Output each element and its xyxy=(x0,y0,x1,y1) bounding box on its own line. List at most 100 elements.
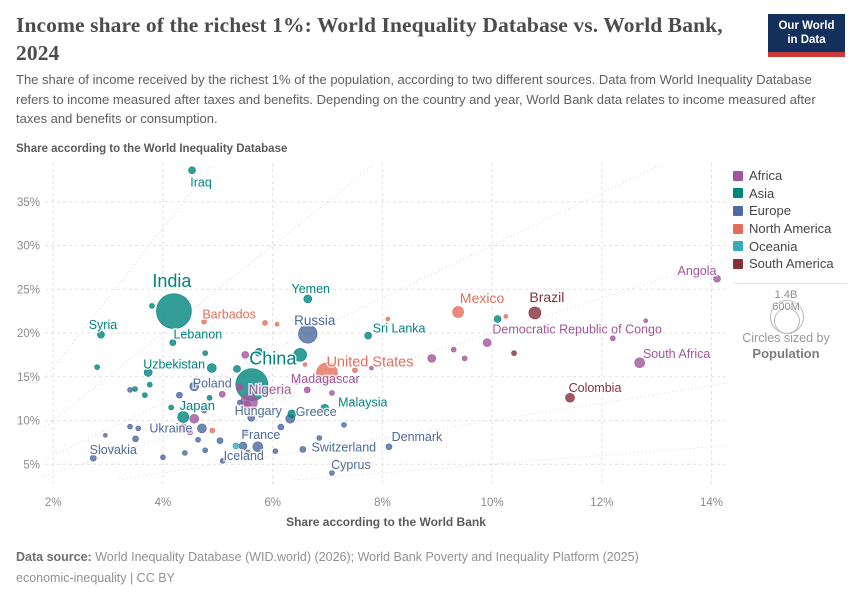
scatter-point-unlabeled[interactable] xyxy=(274,321,280,327)
scatter-point-unlabeled[interactable] xyxy=(349,398,356,405)
country-label-brazil: Brazil xyxy=(529,289,564,305)
country-label-iraq: Iraq xyxy=(190,175,212,189)
scatter-point-united-states[interactable]: United States xyxy=(316,362,338,385)
scatter-point-denmark[interactable]: Denmark xyxy=(385,443,393,451)
scatter-point-unlabeled[interactable] xyxy=(135,425,142,432)
legend-item-north-america[interactable]: North America xyxy=(733,220,848,238)
scatter-point-unlabeled[interactable] xyxy=(262,320,268,326)
scatter-point-unlabeled[interactable] xyxy=(178,423,188,433)
scatter-point-yemen[interactable]: Yemen xyxy=(303,294,313,304)
scatter-point-unlabeled[interactable] xyxy=(132,435,139,443)
scatter-point-unlabeled[interactable] xyxy=(218,390,226,398)
scatter-point-unlabeled[interactable] xyxy=(103,433,108,438)
scatter-point-india[interactable]: India xyxy=(156,293,192,329)
scatter-point-unlabeled[interactable] xyxy=(202,350,208,356)
scatter-point-unlabeled[interactable] xyxy=(94,364,100,370)
scatter-point-unlabeled[interactable] xyxy=(200,406,208,414)
footer-license-line[interactable]: economic-inequality | CC BY xyxy=(16,570,175,585)
scatter-point-iraq[interactable]: Iraq xyxy=(188,166,196,175)
scatter-point-iceland[interactable]: Iceland xyxy=(219,457,226,464)
scatter-point-sri-lanka[interactable]: Sri Lanka xyxy=(364,331,372,340)
scatter-point-france[interactable]: France xyxy=(252,441,264,453)
scatter-point-unlabeled[interactable] xyxy=(385,316,391,322)
scatter-point-unlabeled[interactable] xyxy=(242,429,249,435)
scatter-point-syria[interactable]: Syria xyxy=(97,330,105,339)
legend-item-asia[interactable]: Asia xyxy=(733,185,848,203)
scatter-point-unlabeled[interactable] xyxy=(206,363,217,373)
scatter-point-unlabeled[interactable] xyxy=(316,435,323,441)
scatter-point-barbados[interactable]: Barbados xyxy=(201,318,207,325)
scatter-point-unlabeled[interactable] xyxy=(609,335,616,342)
scatter-point-unlabeled[interactable] xyxy=(146,381,153,388)
scatter-point-unlabeled[interactable] xyxy=(352,377,358,384)
scatter-point-cyprus[interactable]: Cyprus xyxy=(329,470,335,476)
scatter-point-unlabeled[interactable] xyxy=(293,348,307,362)
scatter-point-unlabeled[interactable] xyxy=(243,400,251,409)
scatter-point-unlabeled[interactable] xyxy=(241,351,250,359)
scatter-point-malaysia[interactable]: Malaysia xyxy=(320,403,330,413)
scatter-point-unlabeled[interactable] xyxy=(182,450,188,456)
scatter-point-unlabeled[interactable] xyxy=(189,413,200,424)
scatter-point-unlabeled[interactable] xyxy=(235,383,244,392)
owid-logo[interactable]: Our World in Data xyxy=(768,14,845,57)
scatter-point-hungary[interactable]: Hungary xyxy=(247,414,256,422)
scatter-point-unlabeled[interactable] xyxy=(260,387,270,396)
legend-item-africa[interactable]: Africa xyxy=(733,167,848,185)
scatter-point-russia[interactable]: Russia xyxy=(298,324,318,344)
scatter-point-unlabeled[interactable] xyxy=(450,346,457,353)
scatter-point-unlabeled[interactable] xyxy=(232,442,240,450)
scatter-point-unlabeled[interactable] xyxy=(132,386,138,392)
scatter-point-unlabeled[interactable] xyxy=(503,314,509,319)
scatter-point-mexico[interactable]: Mexico xyxy=(452,306,464,318)
scatter-point-unlabeled[interactable] xyxy=(277,423,285,431)
scatter-point-unlabeled[interactable] xyxy=(233,365,241,373)
scatter-point-unlabeled[interactable] xyxy=(216,437,224,444)
scatter-point-unlabeled[interactable] xyxy=(302,362,308,367)
scatter-point-switzerland[interactable]: Switzerland xyxy=(299,446,307,453)
scatter-point-democratic-republic-of-congo[interactable]: Democratic Republic of Congo xyxy=(482,338,492,347)
scatter-point-lebanon[interactable]: Lebanon xyxy=(169,339,177,346)
scatter-point-unlabeled[interactable] xyxy=(254,347,264,357)
scatter-point-unlabeled[interactable] xyxy=(341,422,347,428)
scatter-point-unlabeled[interactable] xyxy=(493,315,502,323)
scatter-point-madagascar[interactable]: Madagascar xyxy=(303,386,311,394)
scatter-point-poland[interactable]: Poland xyxy=(189,381,200,392)
scatter-point-unlabeled[interactable] xyxy=(643,318,649,324)
scatter-point-unlabeled[interactable] xyxy=(245,449,251,456)
scatter-point-unlabeled[interactable] xyxy=(176,391,183,399)
scatter-point-unlabeled[interactable] xyxy=(195,436,201,443)
scatter-point-unlabeled[interactable] xyxy=(127,387,133,393)
scatter-point-unlabeled[interactable] xyxy=(186,428,194,436)
scatter-point-unlabeled[interactable] xyxy=(110,445,117,452)
scatter-point-japan[interactable]: Japan xyxy=(177,411,190,423)
scatter-point-unlabeled[interactable] xyxy=(160,454,166,461)
legend-swatch xyxy=(733,170,743,181)
scatter-point-unlabeled[interactable] xyxy=(352,367,358,373)
scatter-point-unlabeled[interactable] xyxy=(202,447,208,454)
scatter-point-unlabeled[interactable] xyxy=(427,354,437,363)
scatter-point-angola[interactable]: Angola xyxy=(713,274,721,283)
scatter-point-brazil[interactable]: Brazil xyxy=(528,306,542,320)
scatter-point-south-africa[interactable]: South Africa xyxy=(634,357,645,369)
scatter-point-unlabeled[interactable] xyxy=(127,423,133,430)
scatter-point-unlabeled[interactable] xyxy=(329,390,335,396)
scatter-point-unlabeled[interactable] xyxy=(149,303,155,309)
scatter-point-ukraine[interactable]: Ukraine xyxy=(197,423,207,434)
scatter-point-unlabeled[interactable] xyxy=(294,379,300,385)
scatter-point-unlabeled[interactable] xyxy=(369,365,374,371)
scatter-point-unlabeled[interactable] xyxy=(209,427,216,434)
scatter-point-uzbekistan[interactable]: Uzbekistan xyxy=(143,368,153,377)
scatter-point-unlabeled[interactable] xyxy=(142,392,148,398)
scatter-point-unlabeled[interactable] xyxy=(511,350,517,356)
scatter-point-unlabeled[interactable] xyxy=(461,355,468,362)
legend-item-south-america[interactable]: South America xyxy=(733,255,848,273)
scatter-point-unlabeled[interactable] xyxy=(272,448,279,454)
scatter-point-slovakia[interactable]: Slovakia xyxy=(89,454,97,462)
legend-item-europe[interactable]: Europe xyxy=(733,202,848,220)
scatter-point-colombia[interactable]: Colombia xyxy=(565,392,575,403)
legend-item-oceania[interactable]: Oceania xyxy=(733,237,848,255)
scatter-point-unlabeled[interactable] xyxy=(168,404,174,411)
scatter-point-unlabeled[interactable] xyxy=(287,409,297,419)
scatter-point-unlabeled[interactable] xyxy=(236,399,243,406)
scatter-point-unlabeled[interactable] xyxy=(206,394,213,401)
